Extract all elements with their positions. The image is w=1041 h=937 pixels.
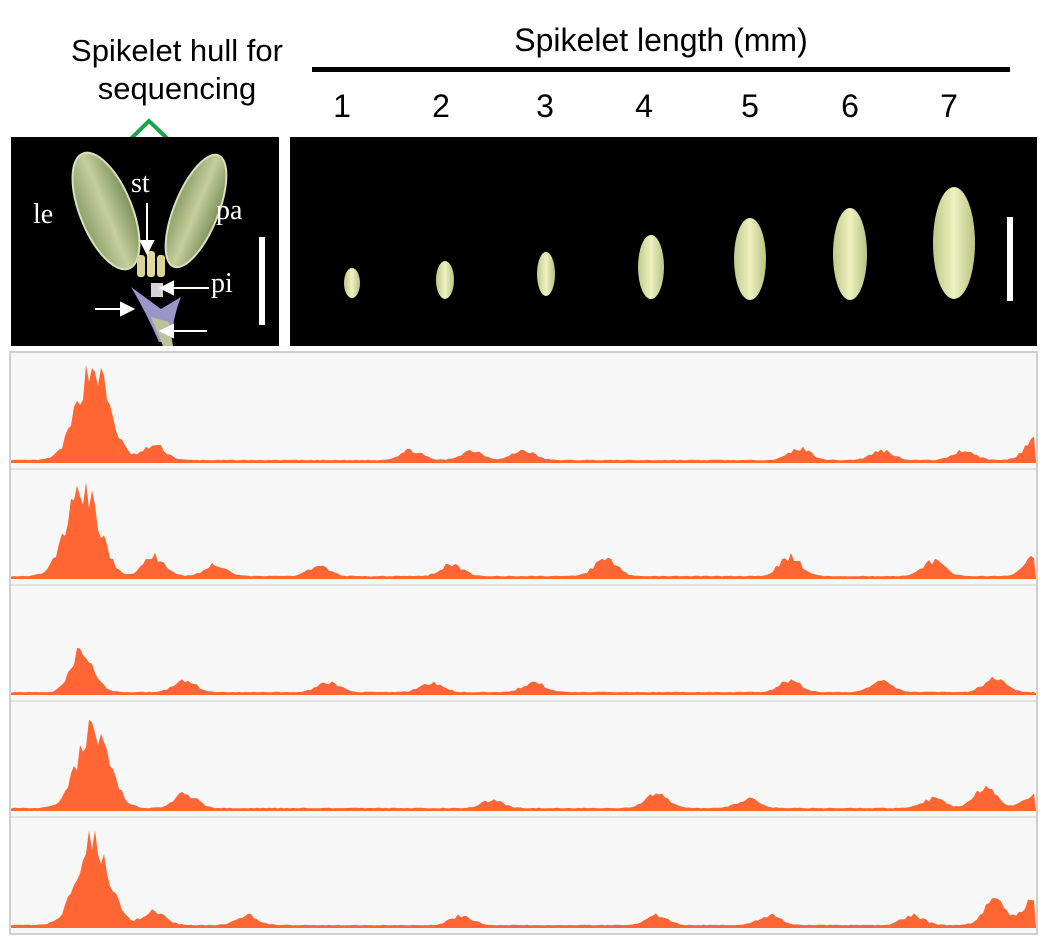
spikelet-1mm (344, 268, 360, 298)
spikelet-7mm (933, 187, 975, 299)
coverage-signal (11, 830, 1036, 927)
spikelet-series-photo (290, 137, 1037, 346)
coverage-signal (11, 365, 1036, 462)
spikelet-length-title: Spikelet length (mm) (514, 22, 808, 58)
spikelet-5mm (734, 218, 766, 300)
spikelet-4mm (638, 235, 664, 299)
dissected-spikelet-photo: le st pa pi (11, 137, 279, 346)
length-tick-1: 1 (333, 88, 351, 124)
coverage-baseline (11, 809, 1036, 811)
coverage-signal (11, 647, 1036, 694)
coverage-baseline (11, 461, 1036, 463)
coverage-signal (11, 482, 1036, 578)
lemma-shape (71, 151, 141, 271)
coverage-track-1 (11, 353, 1036, 468)
left-scale-bar (259, 237, 265, 325)
length-tick-5: 5 (741, 88, 759, 124)
track-separator (11, 584, 1036, 586)
coverage-track-panel (9, 351, 1038, 935)
length-tick-2: 2 (432, 88, 450, 124)
spikelet-3mm (537, 252, 555, 296)
stamen-label: st (131, 168, 150, 199)
length-axis-rule (312, 67, 1010, 72)
right-scale-bar (1007, 217, 1013, 301)
length-tick-3: 3 (536, 88, 554, 124)
spikelet-2mm (436, 261, 454, 299)
coverage-track-5 (11, 818, 1036, 933)
hull-sequencing-label: Spikelet hull for sequencing (71, 33, 283, 106)
coverage-track-2 (11, 470, 1036, 584)
coverage-baseline (11, 693, 1036, 695)
lemma-label: le (33, 199, 53, 230)
track-separator (11, 468, 1036, 470)
length-tick-4: 4 (635, 88, 653, 124)
coverage-baseline (11, 577, 1036, 579)
palea-shape (164, 153, 228, 269)
palea-label: pa (216, 195, 243, 226)
coverage-track-4 (11, 702, 1036, 816)
coverage-baseline (11, 926, 1036, 928)
length-tick-7: 7 (940, 88, 958, 124)
coverage-track-3 (11, 586, 1036, 700)
spikelet-6mm (833, 208, 867, 300)
track-separator (11, 700, 1036, 702)
coverage-signal (11, 719, 1036, 810)
pistil-label: pi (211, 268, 233, 299)
track-separator (11, 816, 1036, 818)
length-tick-6: 6 (841, 88, 859, 124)
